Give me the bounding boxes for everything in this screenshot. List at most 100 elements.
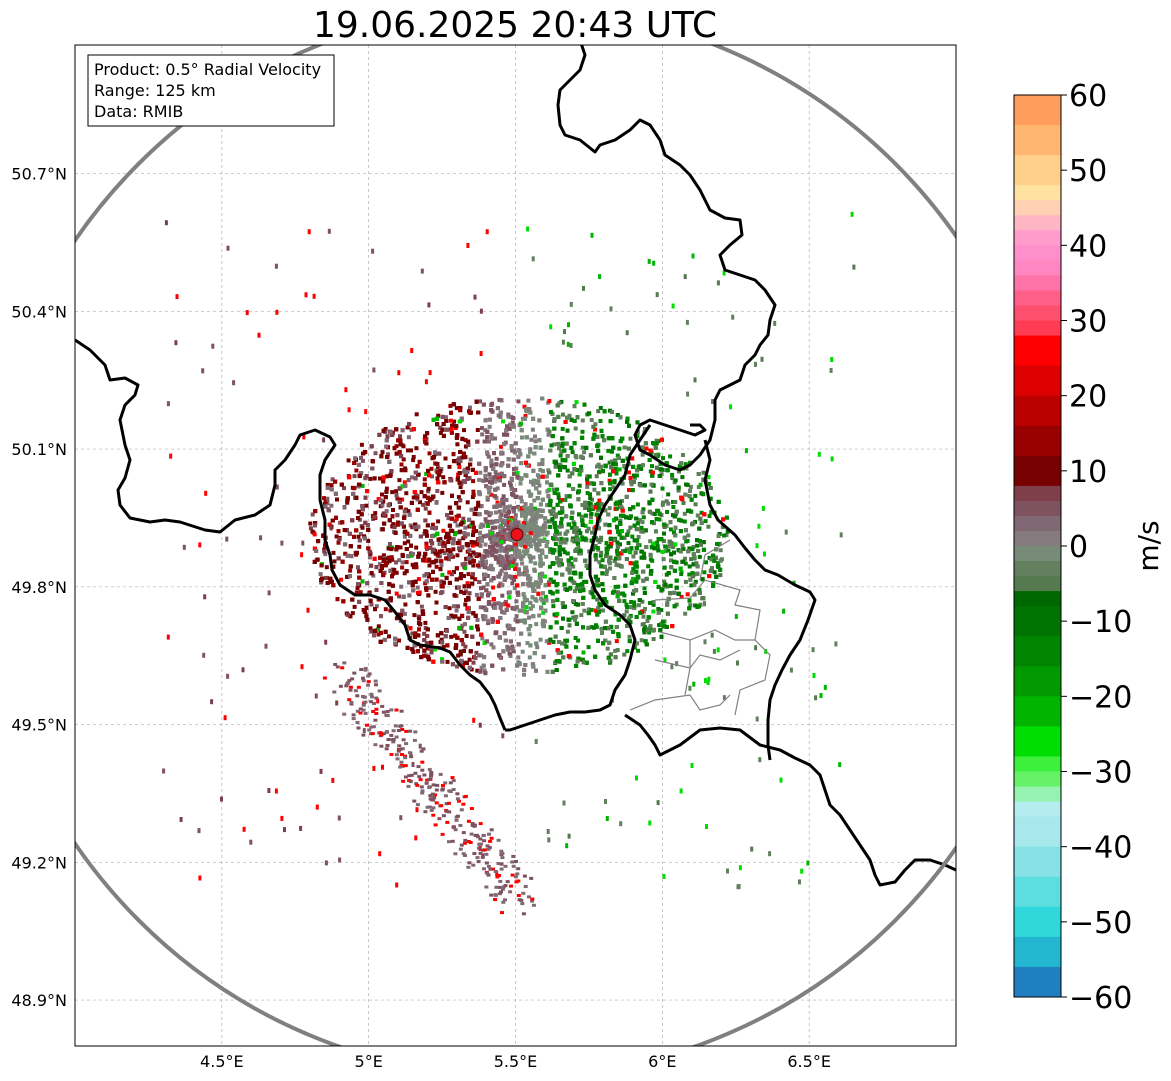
echo-pixel [424, 471, 429, 476]
echo-pixel [640, 452, 645, 457]
echo-pixel [475, 428, 480, 432]
echo-pixel [411, 458, 416, 463]
echo-pixel [593, 582, 597, 587]
echo-pixel [580, 445, 585, 450]
echo-pixel [485, 553, 490, 558]
echo-pixel [447, 606, 452, 611]
echo-pixel [516, 475, 521, 480]
echo-pixel [491, 645, 496, 650]
echo-pixel [331, 550, 336, 555]
echo-pixel [470, 634, 475, 639]
echo-pixel [489, 436, 494, 441]
echo-pixel [530, 604, 535, 609]
echo-pixel [491, 462, 496, 467]
echo-pixel [595, 434, 600, 439]
echo-pixel [330, 477, 335, 482]
echo-pixel [478, 399, 482, 404]
echo-pixel [567, 413, 572, 418]
echo-pixel [324, 565, 329, 570]
echo-pixel [512, 557, 517, 562]
echo-pixel [526, 489, 531, 494]
echo-pixel [424, 541, 429, 546]
echo-pixel [583, 523, 588, 528]
echo-pixel [334, 515, 338, 520]
echo-pixel [487, 566, 491, 571]
echo-pixel [435, 489, 440, 493]
echo-pixel [335, 597, 340, 602]
echo-pixel [560, 509, 565, 514]
echo-pixel [601, 469, 605, 474]
echo-pixel [629, 600, 634, 604]
echo-pixel [551, 508, 556, 513]
echo-pixel [533, 434, 537, 439]
echo-pixel [466, 615, 471, 620]
echo-pixel [608, 566, 612, 571]
echo-pixel [622, 599, 627, 604]
echo-pixel [496, 413, 501, 418]
echo-pixel [452, 419, 457, 424]
echo-pixel [443, 456, 448, 461]
echo-pixel [440, 572, 445, 577]
echo-pixel [625, 419, 630, 424]
echo-pixel [533, 439, 538, 444]
echo-pixel [484, 519, 489, 524]
echo-pixel [589, 418, 594, 422]
echo-pixel [528, 450, 533, 454]
echo-pixel [408, 626, 413, 631]
echo-pixel [447, 557, 451, 562]
echo-pixel [454, 406, 459, 411]
echo-pixel [406, 435, 411, 440]
echo-pixel [400, 497, 405, 502]
echo-pixel [629, 546, 634, 551]
echo-pixel [613, 462, 618, 467]
echo-pixel [445, 659, 450, 664]
echo-pixel [430, 522, 435, 527]
echo-pixel [512, 586, 517, 591]
echo-pixel [636, 603, 641, 608]
echo-pixel [596, 501, 600, 506]
echo-pixel [502, 509, 507, 514]
echo-pixel [433, 551, 438, 556]
echo-pixel [548, 564, 552, 569]
echo-pixel [498, 515, 503, 520]
echo-pixel [476, 641, 480, 646]
echo-pixel [445, 643, 450, 648]
echo-pixel [555, 502, 560, 507]
echo-pixel [457, 465, 462, 470]
echo-pixel [360, 483, 365, 488]
echo-pixel [565, 629, 570, 634]
echo-pixel [414, 527, 419, 532]
echo-pixel [499, 444, 503, 449]
echo-pixel [421, 502, 426, 507]
echo-pixel [532, 498, 537, 503]
echo-pixel [423, 620, 428, 625]
echo-pixel [489, 642, 494, 647]
echo-pixel [522, 672, 526, 677]
echo-pixel [382, 570, 387, 575]
echo-pixel [350, 611, 355, 616]
echo-pixel [467, 657, 472, 662]
echo-pixel [477, 512, 482, 517]
echo-pixel [422, 482, 427, 487]
echo-pixel [352, 474, 357, 479]
echo-pixel [463, 438, 468, 443]
echo-pixel [448, 550, 453, 555]
echo-pixel [557, 549, 562, 554]
echo-pixel [630, 534, 635, 539]
echo-pixel [469, 507, 474, 512]
echo-pixel [641, 463, 645, 468]
echo-pixel [487, 550, 492, 555]
echo-pixel [334, 534, 339, 539]
echo-pixel [335, 497, 339, 502]
echo-pixel [522, 595, 527, 600]
echo-pixel [605, 646, 610, 651]
echo-pixel [449, 613, 454, 618]
echo-pixel [644, 576, 649, 581]
echo-pixel [593, 427, 598, 432]
echo-pixel [555, 487, 560, 492]
echo-pixel [419, 490, 424, 495]
echo-pixel [479, 586, 483, 591]
echo-pixel [563, 641, 568, 646]
echo-pixel [585, 474, 590, 479]
echo-pixel [397, 558, 402, 563]
